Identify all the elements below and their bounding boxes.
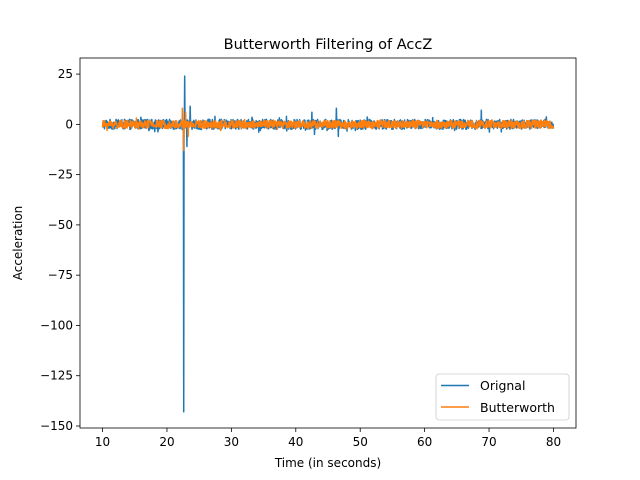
y-tick-label: −125 — [40, 369, 73, 383]
series-group — [101, 75, 555, 413]
legend-label-orignal: Orignal — [480, 378, 525, 393]
x-axis: 10 20 30 40 50 60 70 80 — [95, 428, 561, 449]
x-tick-label: 70 — [481, 435, 496, 449]
x-tick-label: 20 — [159, 435, 174, 449]
x-tick-label: 80 — [546, 435, 561, 449]
x-tick-label: 60 — [417, 435, 432, 449]
x-tick-label: 40 — [288, 435, 303, 449]
y-tick-label: 25 — [58, 67, 73, 81]
legend-label-butterworth: Butterworth — [480, 400, 555, 415]
plot-frame — [79, 57, 577, 429]
y-tick-label: −25 — [48, 168, 73, 182]
y-axis-label: Acceleration — [11, 206, 25, 281]
plot-area — [79, 57, 577, 429]
y-tick-label: −100 — [40, 318, 73, 332]
y-tick-label: −75 — [48, 268, 73, 282]
chart-title: Butterworth Filtering of AccZ — [224, 37, 433, 53]
y-tick-label: 0 — [65, 117, 73, 131]
y-axis: 25 0 −25 −50 −75 −100 −125 −150 — [40, 67, 80, 433]
y-tick-label: −150 — [40, 419, 73, 433]
y-tick-label: −50 — [48, 218, 73, 232]
x-tick-label: 50 — [353, 435, 368, 449]
legend: Orignal Butterworth — [435, 373, 570, 421]
series-line-butterworth — [101, 107, 555, 152]
x-axis-label: Time (in seconds) — [274, 456, 381, 470]
x-tick-label: 10 — [95, 435, 110, 449]
legend-frame — [435, 373, 570, 421]
x-tick-label: 30 — [224, 435, 239, 449]
